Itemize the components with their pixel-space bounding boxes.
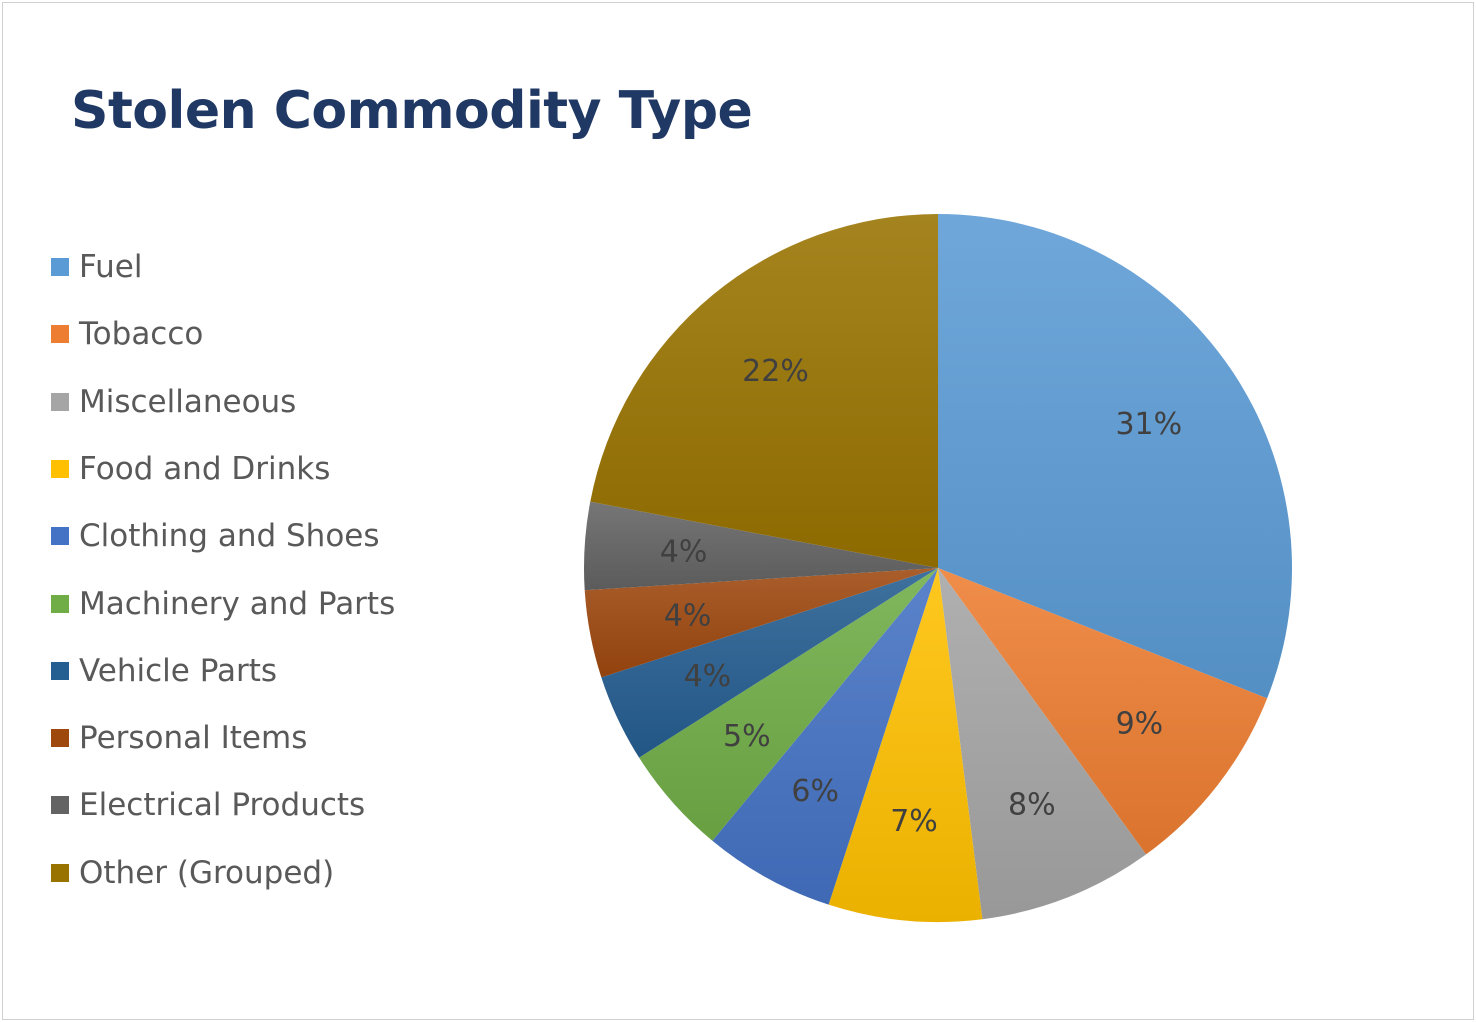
legend-swatch — [51, 258, 69, 276]
pie-slice — [938, 214, 1293, 699]
legend-swatch — [51, 325, 69, 344]
legend-item: Miscellaneous — [51, 382, 296, 422]
legend-swatch — [51, 527, 69, 546]
pie-slice — [938, 568, 1147, 920]
pie-slice — [828, 568, 983, 922]
legend-label: Electrical Products — [79, 787, 366, 824]
pie-slice — [584, 501, 938, 591]
slice-data-label: 8% — [1008, 788, 1056, 823]
slice-data-label: 22% — [742, 354, 809, 389]
legend-label: Fuel — [79, 249, 143, 285]
legend-label: Machinery and Parts — [79, 585, 396, 622]
legend-swatch — [51, 796, 69, 815]
slice-data-label: 4% — [664, 598, 712, 633]
pie-slice — [590, 214, 938, 568]
legend-item: Tobacco — [51, 314, 203, 354]
legend-item: Vehicle Parts — [51, 651, 277, 691]
legend-item: Other (Grouped) — [51, 853, 334, 893]
slice-data-label: 31% — [1115, 407, 1182, 442]
legend-swatch — [51, 729, 69, 748]
legend-swatch — [51, 863, 69, 882]
legend-swatch — [51, 459, 69, 478]
legend-label: Miscellaneous — [79, 383, 297, 420]
legend-label: Clothing and Shoes — [79, 518, 380, 555]
legend-label: Food and Drinks — [79, 450, 331, 487]
legend-item: Personal Items — [51, 718, 307, 758]
slice-data-label: 4% — [660, 535, 708, 570]
slice-data-label: 7% — [890, 804, 938, 839]
slice-data-label: 9% — [1116, 707, 1164, 742]
legend-label: Vehicle Parts — [79, 652, 278, 689]
legend-swatch — [51, 392, 69, 411]
legend-swatch — [51, 594, 69, 613]
pie-slice — [601, 568, 938, 758]
slice-data-label: 5% — [723, 719, 771, 754]
legend-label: Personal Items — [79, 720, 308, 757]
chart-title: Stolen Commodity Type — [71, 81, 753, 141]
slice-data-label: 4% — [684, 659, 732, 694]
legend-item: Food and Drinks — [51, 449, 330, 489]
legend-swatch — [51, 661, 69, 680]
pie-slice — [584, 568, 938, 678]
legend-label: Tobacco — [79, 316, 204, 353]
legend-item: Electrical Products — [51, 785, 365, 825]
pie-slice — [639, 568, 938, 841]
pie-slice — [938, 568, 1268, 855]
legend-item: Fuel — [51, 247, 142, 287]
slice-data-label: 6% — [791, 774, 839, 809]
legend-label: Other (Grouped) — [79, 854, 335, 891]
legend-item: Clothing and Shoes — [51, 516, 380, 556]
pie-slice — [712, 568, 938, 905]
legend-item: Machinery and Parts — [51, 584, 395, 624]
